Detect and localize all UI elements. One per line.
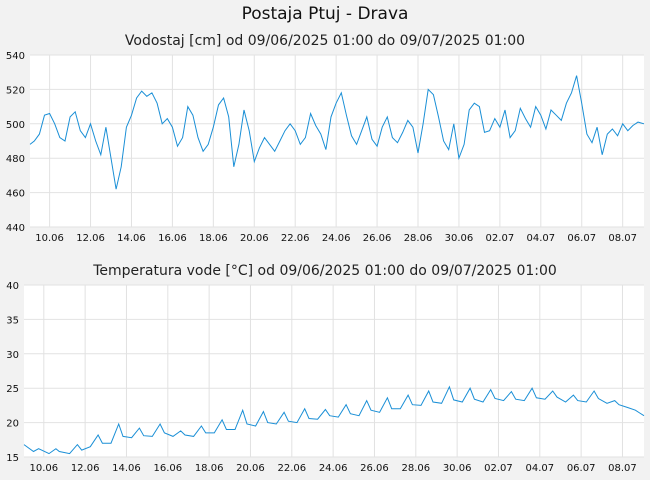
y-tick-label: 520	[6, 85, 25, 96]
x-tick-label: 08.07	[608, 463, 637, 474]
x-tick-label: 12.06	[76, 233, 105, 243]
chart-title: Vodostaj [cm] od 09/06/2025 01:00 do 09/…	[125, 33, 525, 49]
y-tick-label: 480	[6, 154, 25, 165]
x-tick-label: 06.07	[567, 463, 596, 474]
y-tick-label: 40	[6, 281, 19, 292]
water-temperature-chart: Temperatura vode [°C] od 09/06/2025 01:0…	[6, 263, 645, 474]
x-tick-label: 16.06	[158, 233, 187, 243]
x-tick-label: 30.06	[445, 233, 474, 243]
plot-area	[24, 285, 644, 457]
x-tick-label: 24.06	[322, 233, 351, 243]
x-tick-label: 16.06	[153, 463, 182, 474]
x-tick-label: 20.06	[240, 233, 269, 243]
x-tick-label: 26.06	[363, 233, 392, 243]
y-tick-label: 30	[6, 350, 19, 361]
y-tick-label: 440	[6, 223, 25, 234]
x-tick-label: 22.06	[277, 463, 306, 474]
x-tick-label: 28.06	[401, 463, 430, 474]
y-tick-label: 15	[6, 453, 19, 464]
chart-title: Temperatura vode [°C] od 09/06/2025 01:0…	[92, 263, 557, 279]
x-tick-label: 02.07	[486, 233, 515, 243]
x-tick-label: 06.07	[567, 233, 596, 243]
x-tick-label: 18.06	[199, 233, 228, 243]
y-tick-label: 460	[6, 189, 25, 200]
y-tick-label: 20	[6, 419, 19, 430]
y-tick-label: 500	[6, 120, 25, 131]
x-tick-label: 22.06	[281, 233, 310, 243]
x-tick-label: 14.06	[117, 233, 146, 243]
water-level-chart: Vodostaj [cm] od 09/06/2025 01:00 do 09/…	[6, 33, 645, 243]
water-level-line	[29, 75, 645, 190]
water-temperature-line	[23, 385, 645, 455]
x-tick-label: 12.06	[71, 463, 100, 474]
x-tick-label: 18.06	[195, 463, 224, 474]
x-tick-label: 28.06	[404, 233, 433, 243]
plot-area	[30, 55, 644, 227]
page-title: Postaja Ptuj - Drava	[241, 4, 409, 24]
y-tick-label: 540	[6, 51, 25, 62]
y-tick-label: 35	[6, 315, 19, 326]
x-tick-label: 14.06	[112, 463, 141, 474]
x-tick-label: 20.06	[236, 463, 265, 474]
x-tick-label: 08.07	[608, 233, 637, 243]
x-tick-label: 04.07	[525, 463, 554, 474]
x-tick-label: 10.06	[29, 463, 58, 474]
x-tick-label: 02.07	[484, 463, 513, 474]
y-tick-label: 25	[6, 384, 19, 395]
x-tick-label: 04.07	[526, 233, 555, 243]
x-tick-label: 10.06	[35, 233, 64, 243]
x-tick-label: 26.06	[360, 463, 389, 474]
x-tick-label: 24.06	[319, 463, 348, 474]
x-tick-label: 30.06	[443, 463, 472, 474]
